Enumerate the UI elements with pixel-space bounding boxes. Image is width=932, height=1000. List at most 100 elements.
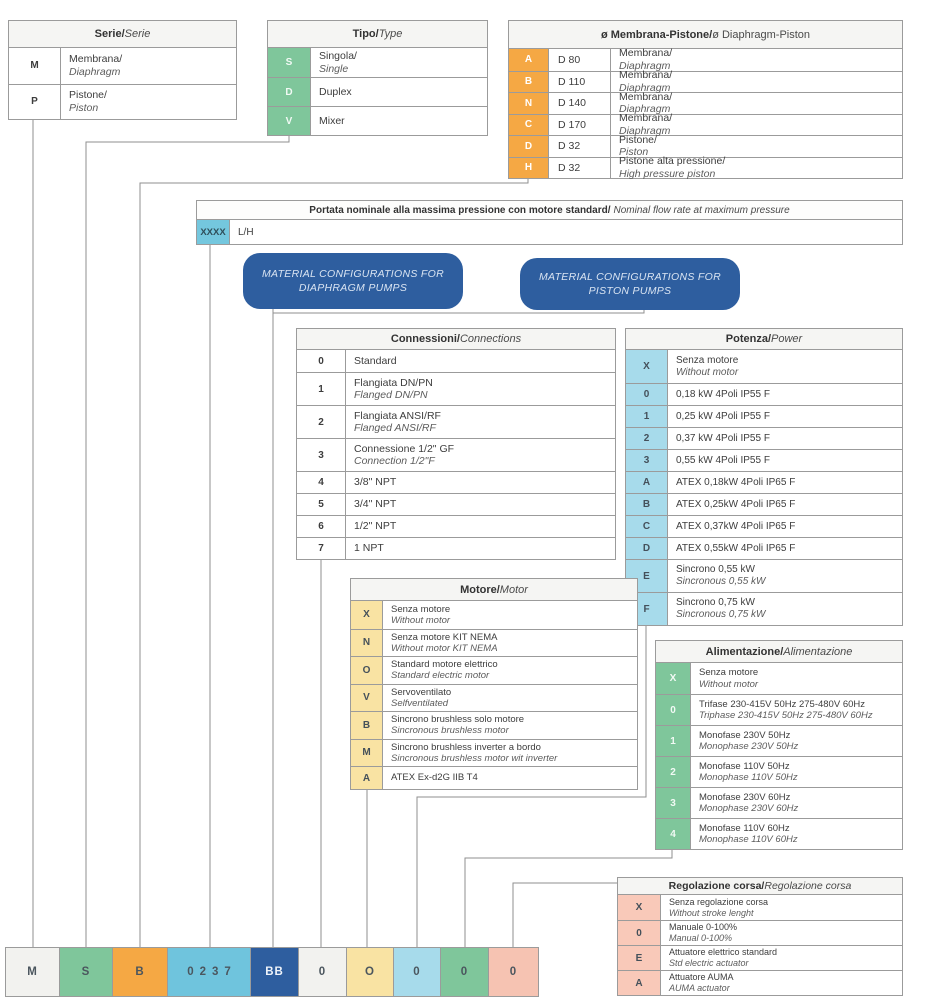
material-config-box-diaphragm: MATERIAL CONFIGURATIONS FOR DIAPHRAGM PU… bbox=[243, 253, 463, 309]
row-description: ATEX Ex-d2G IIB T4 bbox=[383, 767, 637, 789]
row-description: Pistone alta pressione/High pressure pis… bbox=[611, 155, 902, 180]
table-row: P Pistone/ Piston bbox=[9, 83, 236, 119]
bottom-cell-alimentazione: 0 bbox=[441, 948, 489, 996]
table-title-en: Regolazione corsa bbox=[764, 880, 852, 892]
code-cell: 2 bbox=[626, 428, 668, 449]
size-cell: D 80 bbox=[549, 49, 611, 71]
row-description: Membrana/Diaphragm bbox=[611, 91, 902, 116]
table-row: 2 Flangiata ANSI/RF Flanged ANSI/RF bbox=[297, 405, 615, 438]
table-row: M Sincrono brushless inverter a bordo Sinc… bbox=[351, 738, 637, 766]
table-row: 3 Connessione 1/2" GF Connection 1/2"F bbox=[297, 438, 615, 471]
row-description: Monofase 230V 50Hz Monophase 230V 50Hz bbox=[691, 726, 902, 756]
row-description: Senza motore KIT NEMA Without motor KIT N… bbox=[383, 630, 637, 657]
connector-diametro bbox=[139, 175, 529, 950]
row-text-it: ATEX 0,18kW 4Poli IP65 F bbox=[676, 476, 796, 488]
row-description: Singola/Single bbox=[311, 48, 487, 77]
portata-title-en: Nominal flow rate at maximum pressure bbox=[613, 204, 790, 216]
row-text-en: Monophase 110V 60Hz bbox=[699, 834, 798, 845]
row-description: Standard motore elettrico Standard electr… bbox=[383, 657, 637, 684]
connector-tipo bbox=[85, 132, 290, 950]
table-row: A Attuatore AUMA AUMA actuator bbox=[618, 970, 902, 995]
row-text-en: Without motor bbox=[699, 678, 759, 690]
row-text-en: Connection 1/2"F bbox=[354, 455, 435, 467]
code-cell: V bbox=[268, 107, 311, 135]
row-description: 0,25 kW 4Poli IP55 F bbox=[668, 406, 902, 427]
table-title-it: Potenza/ bbox=[725, 333, 772, 345]
code-cell: 7 bbox=[297, 538, 346, 559]
code-cell: X bbox=[656, 663, 691, 694]
code-cell: X bbox=[626, 350, 668, 383]
row-text-en: Without motor bbox=[391, 614, 451, 626]
table-row: X Senza motore Without motor bbox=[656, 663, 902, 694]
row-text-it: 0,37 kW 4Poli IP55 F bbox=[676, 432, 770, 444]
table-title-en: Power bbox=[771, 333, 803, 345]
table-row: D Duplex bbox=[268, 77, 487, 106]
table-row: E Sincrono 0,55 kW Sincronous 0,55 kW bbox=[626, 559, 902, 592]
size-cell: D 32 bbox=[549, 136, 611, 157]
table-title-en: ø Diaphragm-Piston bbox=[712, 28, 811, 41]
table-row: 1 Flangiata DN/PN Flanged DN/PN bbox=[297, 372, 615, 405]
code-cell: B bbox=[351, 712, 383, 739]
row-text-en: Sincronous brushless motor bbox=[391, 725, 509, 737]
row-text-it: Flangiata DN/PN bbox=[354, 376, 433, 389]
table-row: 0 Standard bbox=[297, 350, 615, 372]
bottom-cell-value: 0 bbox=[509, 966, 518, 978]
code-cell: S bbox=[268, 48, 311, 77]
code-cell: 1 bbox=[297, 373, 346, 405]
row-description: Trifase 230-415V 50Hz 275-480V 60Hz Triph… bbox=[691, 695, 902, 725]
code-cell: X bbox=[618, 895, 661, 920]
connector-alimentazione bbox=[464, 846, 673, 950]
regolazione-table: Regolazione corsa/Regolazione corsa X Senz… bbox=[617, 877, 903, 996]
table-row: E Attuatore elettrico standard Std electri… bbox=[618, 945, 902, 970]
row-text-en: High pressure piston bbox=[619, 167, 716, 180]
row-text-en: Sincronous 0,55 kW bbox=[676, 576, 766, 587]
code-cell: 3 bbox=[626, 450, 668, 471]
table-row: 0 Manuale 0-100% Manual 0-100% bbox=[618, 920, 902, 945]
bottom-cell-value: O bbox=[365, 966, 375, 978]
code-cell: X bbox=[351, 601, 383, 629]
row-description: Duplex bbox=[311, 78, 487, 106]
code-cell: A bbox=[618, 971, 661, 995]
size-cell: D 110 bbox=[549, 71, 611, 92]
table-row: 2 Monofase 110V 50Hz Monophase 110V 50Hz bbox=[656, 756, 902, 787]
code-cell: H bbox=[509, 157, 549, 178]
table-row: A ATEX Ex-d2G IIB T4 bbox=[351, 766, 637, 789]
row-text-it: Connessione 1/2" GF bbox=[354, 442, 455, 455]
row-description: Membrana/Diaphragm bbox=[611, 112, 902, 136]
code-cell: N bbox=[351, 629, 383, 656]
table-title: Serie/Serie bbox=[9, 21, 236, 48]
code-cell: 1 bbox=[656, 726, 691, 756]
row-text-en: Monophase 110V 50Hz bbox=[699, 772, 798, 783]
portata-unit-cell: L/H bbox=[238, 226, 254, 238]
row-description: Monofase 230V 60Hz Monophase 230V 60Hz bbox=[691, 788, 902, 818]
row-text-it: Duplex bbox=[319, 85, 352, 98]
row-text-it: Senza motore bbox=[676, 354, 739, 366]
row-text-en: Std electric actuator bbox=[669, 958, 749, 968]
table-row: S Singola/Single bbox=[268, 48, 487, 77]
row-description: Flangiata DN/PN Flanged DN/PN bbox=[346, 373, 615, 405]
table-title-it: Motore/ bbox=[460, 583, 500, 596]
code-cell: 6 bbox=[297, 516, 346, 537]
potenza-table: Potenza/Power X Senza motore Without motor 0… bbox=[625, 328, 903, 626]
bottom-code-row: M S B 0237 BB 0 O 0 0 0 bbox=[5, 947, 539, 997]
connector-regolazione bbox=[512, 882, 620, 950]
bottom-cell-serie: M bbox=[6, 948, 60, 996]
table-row: 4 3/8" NPT bbox=[297, 471, 615, 493]
row-text-it: Membrana/ bbox=[69, 53, 126, 66]
row-text-en: Diaphragm bbox=[619, 103, 671, 116]
row-description: Membrana/Diaphragm bbox=[611, 69, 902, 93]
row-description: 3/8" NPT bbox=[346, 472, 615, 493]
row-text-it: ATEX 0,55kW 4Poli IP65 F bbox=[676, 542, 796, 554]
row-description: Membrana/Diaphragm bbox=[611, 47, 902, 71]
table-row: V Servoventilato Selfventilated bbox=[351, 683, 637, 711]
row-description: Pistone/Piston bbox=[611, 134, 902, 158]
row-text-it: Pistone/ bbox=[69, 89, 110, 102]
code-cell: 2 bbox=[297, 406, 346, 438]
size-cell: D 32 bbox=[549, 157, 611, 178]
row-text-it: Monofase 110V 60Hz bbox=[699, 822, 790, 834]
table-row: B ATEX 0,25kW 4Poli IP65 F bbox=[626, 493, 902, 515]
row-text-en: Without motor bbox=[676, 366, 739, 378]
code-cell: E bbox=[618, 946, 661, 970]
